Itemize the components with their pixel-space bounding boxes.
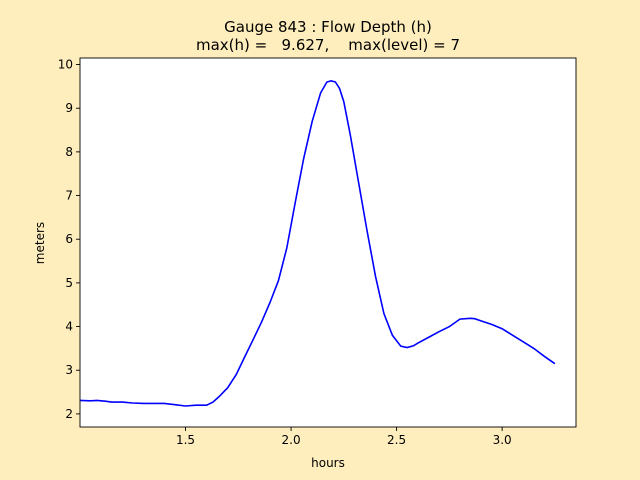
y-axis-label: meters [33,222,47,264]
y-tick-label: 8 [65,145,73,159]
y-tick-label: 3 [65,363,73,377]
y-tick-label: 6 [65,232,73,246]
x-axis-ticks: 1.5 2.0 2.5 3.0 [176,427,512,447]
x-tick-label: 2.0 [282,433,301,447]
y-axis-ticks: 2 3 4 5 6 7 8 9 10 [58,58,80,421]
chart-subtitle: max(h) = 9.627, max(level) = 7 [196,36,460,54]
y-tick-label: 10 [58,58,73,72]
y-tick-label: 5 [65,276,73,290]
series-line [79,79,556,407]
x-axis-label: hours [311,456,345,470]
x-tick-label: 3.0 [493,433,512,447]
x-tick-label: 2.5 [387,433,406,447]
chart-title: Gauge 843 : Flow Depth (h) [224,18,432,36]
y-tick-label: 2 [65,407,73,421]
y-tick-label: 9 [65,101,73,115]
y-tick-label: 7 [65,189,73,203]
plot-area [80,58,576,427]
x-tick-label: 1.5 [176,433,195,447]
axes-frame [79,57,577,428]
y-tick-label: 4 [65,320,73,334]
